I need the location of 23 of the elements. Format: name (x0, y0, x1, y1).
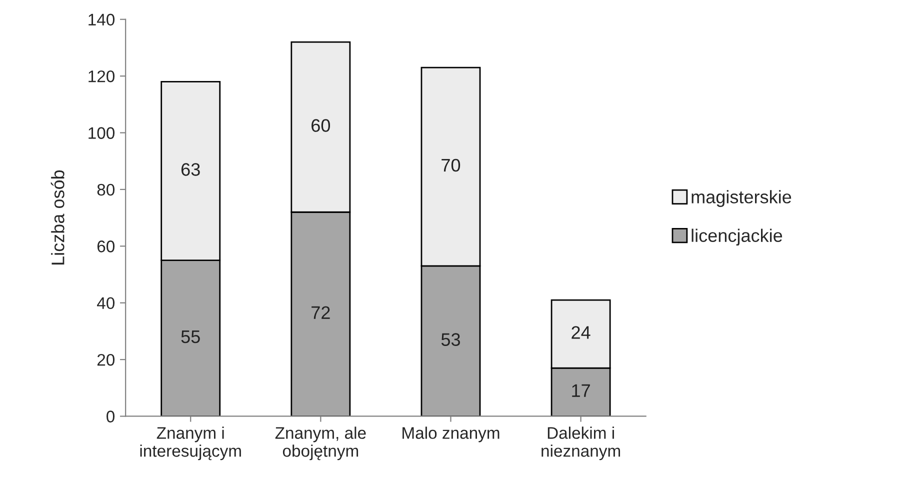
y-tick-label: 80 (97, 184, 115, 196)
x-tick-label: Znanym i interesującym (140, 426, 241, 460)
y-tick-label: 140 (88, 14, 115, 26)
y-tick-label: 120 (88, 70, 115, 82)
x-tick-label: Znanym, ale obojętnym (275, 426, 366, 460)
legend-label: licencjackie (692, 228, 782, 246)
data-label: 60 (312, 119, 330, 132)
y-tick-label: 60 (97, 240, 115, 252)
y-tick-label: 0 (106, 410, 115, 422)
y-tick-label: 40 (97, 297, 115, 310)
data-label: 55 (181, 330, 200, 344)
data-label: 70 (442, 158, 460, 172)
y-axis-title: Liczba osób (50, 170, 64, 264)
data-label: 63 (181, 163, 200, 176)
data-label: 72 (312, 306, 330, 319)
data-label: 53 (441, 333, 460, 346)
data-label: 24 (572, 326, 590, 339)
legend-label: magisterskie (692, 190, 792, 207)
y-tick-label: 20 (97, 354, 115, 366)
data-label: 17 (572, 384, 590, 397)
y-tick-label: 100 (88, 127, 115, 139)
x-tick-label: Dalekim i nieznanym (542, 426, 620, 460)
x-tick-label: Malo znanym (402, 426, 500, 442)
